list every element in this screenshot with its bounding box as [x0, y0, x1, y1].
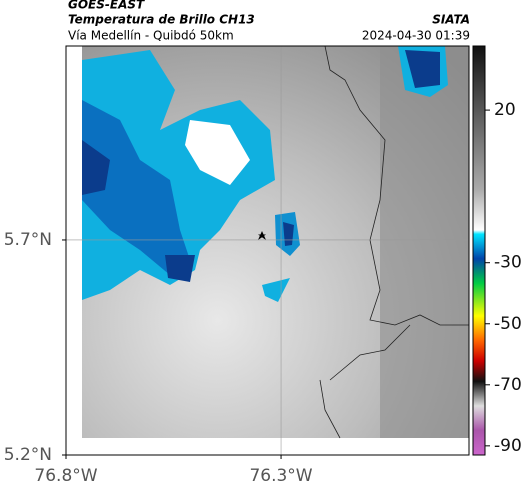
- colorbar-tick-label: -50: [494, 314, 522, 334]
- datetime: 2024-04-30 01:39: [362, 29, 470, 43]
- colorbar-tick-label: -30: [494, 253, 522, 273]
- x-tick-label: 76.8°W: [34, 466, 97, 486]
- x-tick-label: 76.3°W: [249, 466, 312, 486]
- title: Temperatura de Brillo CH13: [68, 13, 255, 27]
- y-tick-label: 5.2°N: [4, 445, 52, 465]
- colorbar: [472, 45, 486, 456]
- subtitle: Vía Medellín - Quibdó 50km: [68, 29, 234, 43]
- colorbar-tick-label: 20: [494, 100, 516, 120]
- satellite-image: [82, 45, 469, 439]
- source: SIATA: [432, 13, 470, 27]
- colorbar-tick-label: -90: [494, 436, 522, 456]
- product: GOES-EAST: [68, 0, 145, 12]
- colorbar-tick-label: -70: [494, 375, 522, 395]
- y-tick-label: 5.7°N: [4, 230, 52, 250]
- map-frame: [65, 45, 470, 456]
